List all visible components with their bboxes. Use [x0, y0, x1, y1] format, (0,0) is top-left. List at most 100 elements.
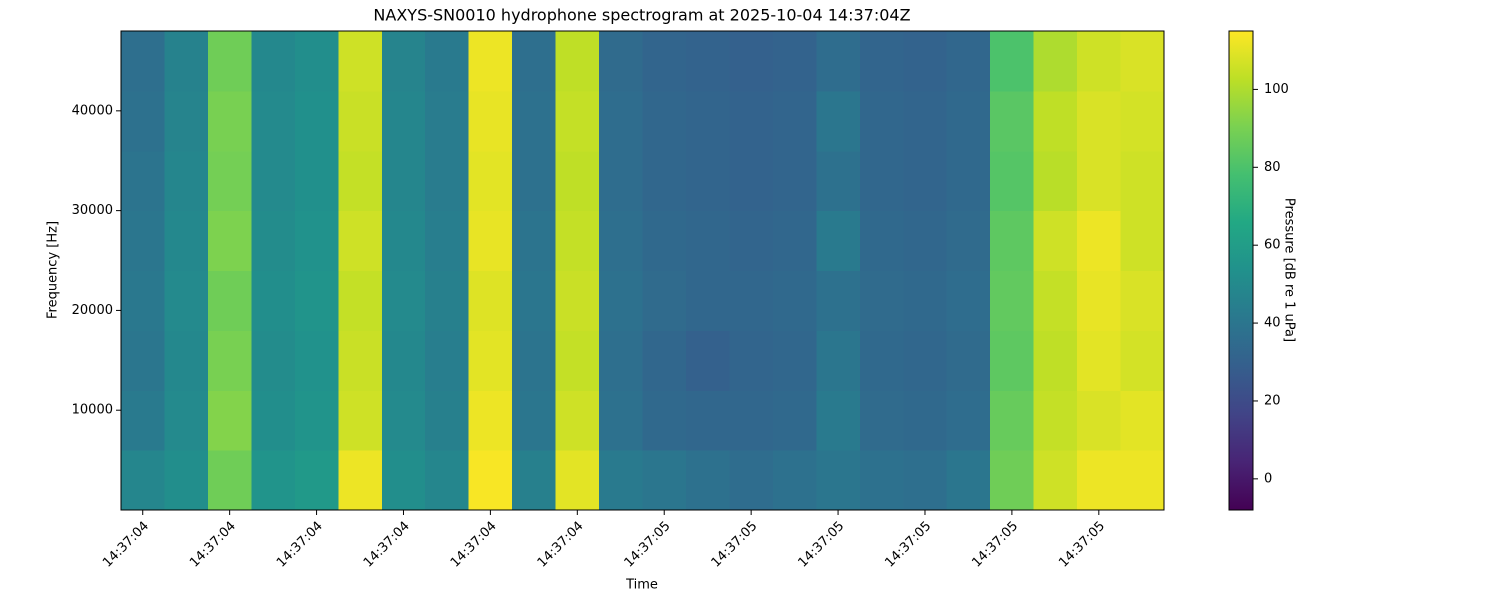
- heatmap-cell: [816, 450, 861, 511]
- heatmap-cell: [468, 270, 513, 331]
- heatmap-cell: [990, 210, 1035, 272]
- heatmap-cell: [1120, 31, 1165, 92]
- heatmap-cell: [642, 31, 687, 92]
- colorbar: [1228, 30, 1254, 511]
- y-tick-label: 30000: [72, 203, 113, 218]
- heatmap-cell: [425, 330, 470, 391]
- heatmap-cell: [772, 270, 817, 331]
- heatmap-cell: [1033, 390, 1078, 451]
- heatmap-cells: [121, 31, 1165, 511]
- heatmap-cell: [207, 31, 252, 92]
- heatmap-cell: [946, 450, 991, 511]
- heatmap-cell: [729, 150, 774, 212]
- heatmap-cell: [425, 270, 470, 331]
- heatmap-cell: [859, 330, 904, 391]
- heatmap-cell: [164, 270, 209, 331]
- heatmap-cell: [772, 330, 817, 391]
- colorbar-tick-label: 20: [1264, 393, 1281, 408]
- heatmap-cell: [642, 330, 687, 391]
- chart-title: NAXYS-SN0010 hydrophone spectrogram at 2…: [373, 6, 910, 25]
- heatmap-cell: [685, 90, 731, 152]
- x-tick-label: 14:37:05: [882, 519, 934, 571]
- heatmap-cell: [816, 270, 861, 331]
- heatmap-cell: [512, 390, 557, 451]
- x-tick-label: 14:37:05: [969, 519, 1021, 571]
- heatmap-cell: [121, 330, 166, 391]
- heatmap-cell: [425, 210, 470, 272]
- heatmap-cell: [1077, 390, 1122, 451]
- heatmap-cell: [512, 450, 557, 511]
- heatmap-cell: [599, 330, 644, 391]
- heatmap-cell: [425, 31, 470, 92]
- heatmap-cell: [859, 150, 904, 212]
- heatmap-cell: [685, 390, 731, 451]
- heatmap-cell: [903, 150, 948, 212]
- heatmap-cell: [903, 390, 948, 451]
- colorbar-tick-label: 100: [1264, 82, 1289, 97]
- heatmap-cell: [164, 450, 209, 511]
- heatmap-cell: [512, 210, 557, 272]
- heatmap-cell: [642, 90, 687, 152]
- heatmap-cell: [294, 390, 339, 451]
- heatmap-cell: [164, 31, 209, 92]
- heatmap-cell: [512, 150, 557, 212]
- heatmap-cell: [468, 210, 513, 272]
- heatmap-cell: [816, 330, 861, 391]
- heatmap-cell: [425, 390, 470, 451]
- heatmap-cell: [555, 270, 600, 331]
- heatmap-cell: [294, 330, 339, 391]
- heatmap-cell: [903, 450, 948, 511]
- y-tick-label: 40000: [72, 103, 113, 118]
- heatmap-cell: [381, 90, 426, 152]
- heatmap-cell: [990, 270, 1035, 331]
- heatmap-cell: [599, 150, 644, 212]
- x-tick-label: 14:37:04: [448, 519, 500, 571]
- heatmap-cell: [207, 450, 252, 511]
- heatmap-cell: [294, 150, 339, 212]
- heatmap-cell: [121, 150, 166, 212]
- heatmap-cell: [1120, 390, 1165, 451]
- heatmap-cell: [555, 31, 600, 92]
- heatmap-cell: [1033, 450, 1078, 511]
- y-axis-label: Frequency [Hz]: [46, 221, 61, 319]
- heatmap-cell: [164, 90, 209, 152]
- heatmap-cell: [772, 210, 817, 272]
- heatmap-cell: [338, 330, 383, 391]
- heatmap-cell: [164, 330, 209, 391]
- heatmap-cell: [642, 270, 687, 331]
- heatmap-cell: [121, 390, 166, 451]
- heatmap-cell: [121, 270, 166, 331]
- heatmap-cell: [381, 330, 426, 391]
- heatmap-cell: [425, 150, 470, 212]
- heatmap-cell: [338, 90, 383, 152]
- heatmap-cell: [1033, 90, 1078, 152]
- heatmap-cell: [1120, 450, 1165, 511]
- heatmap-cell: [512, 31, 557, 92]
- x-tick-label: 14:37:04: [361, 519, 413, 571]
- heatmap-cell: [642, 450, 687, 511]
- heatmap-cell: [816, 390, 861, 451]
- heatmap-cell: [816, 150, 861, 212]
- heatmap-cell: [294, 31, 339, 92]
- heatmap-cell: [599, 270, 644, 331]
- heatmap-cell: [772, 450, 817, 511]
- heatmap-cell: [859, 90, 904, 152]
- heatmap-cell: [468, 330, 513, 391]
- heatmap-cell: [251, 390, 296, 451]
- heatmap-cell: [164, 210, 209, 272]
- heatmap-cell: [772, 31, 817, 92]
- heatmap-cell: [1077, 150, 1122, 212]
- heatmap-cell: [1077, 31, 1122, 92]
- heatmap-cell: [946, 330, 991, 391]
- heatmap-cell: [251, 31, 296, 92]
- heatmap-cell: [425, 450, 470, 511]
- x-tick-label: 14:37:05: [795, 519, 847, 571]
- heatmap-cell: [338, 31, 383, 92]
- heatmap-cell: [729, 270, 774, 331]
- heatmap-cell: [294, 210, 339, 272]
- x-axis-label: Time: [625, 578, 658, 593]
- heatmap-cell: [990, 90, 1035, 152]
- heatmap-cell: [555, 390, 600, 451]
- heatmap-cell: [468, 90, 513, 152]
- heatmap-cell: [555, 150, 600, 212]
